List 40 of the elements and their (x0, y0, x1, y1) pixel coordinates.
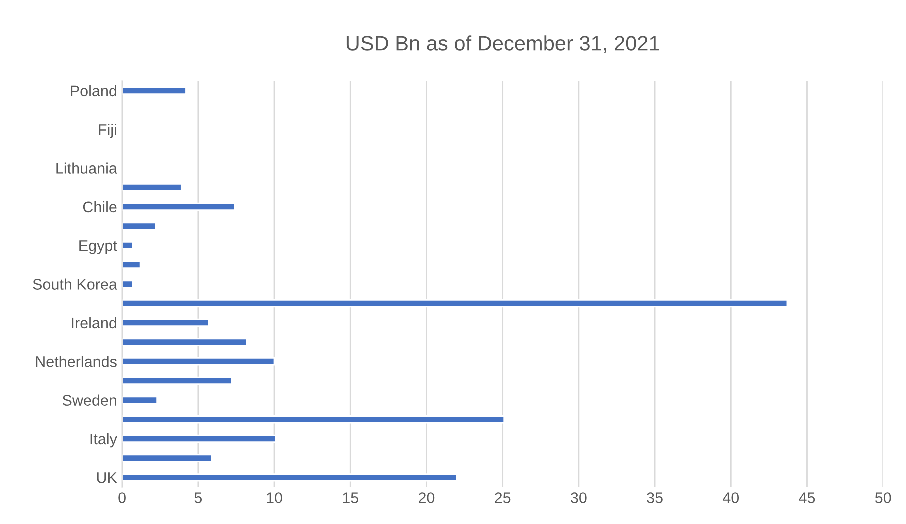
y-tick-label: Netherlands (36, 356, 117, 368)
y-tick-label: Chile (83, 201, 117, 213)
chart-title: USD Bn as of December 31, 2021 (346, 36, 660, 54)
y-tick-label: Lithuania (56, 162, 118, 174)
y-tick-label: Ireland (72, 317, 116, 329)
x-tick-label: 45 (799, 492, 816, 504)
y-tick-label: Fiji (99, 124, 116, 138)
y-tick-label: Egypt (80, 240, 118, 254)
bar (122, 416, 506, 424)
bar (122, 358, 276, 366)
x-tick-label: 35 (647, 492, 663, 504)
x-tick-label: 5 (194, 492, 202, 504)
bar (122, 376, 233, 386)
bar (122, 454, 213, 462)
y-tick-label: Sweden (62, 394, 116, 406)
x-tick-label: 10 (267, 492, 282, 504)
bar (122, 396, 158, 404)
x-tick-label: 40 (722, 492, 740, 504)
bar (122, 242, 134, 250)
bar (122, 318, 210, 328)
bar (122, 184, 182, 192)
bar (122, 474, 458, 482)
x-tick-label: 0 (118, 492, 126, 504)
bar (122, 260, 142, 270)
y-tick-label: South Korea (33, 278, 118, 290)
bar (122, 338, 248, 346)
y-tick-label: UK (97, 472, 118, 484)
x-tick-label: 30 (571, 492, 587, 504)
bar (122, 434, 277, 444)
y-tick-label: Italy (90, 433, 118, 448)
bar (122, 222, 156, 230)
bar (122, 300, 788, 308)
y-tick-label: Poland (71, 85, 116, 97)
bar (122, 280, 134, 288)
bar (122, 86, 187, 95)
x-tick-label: 15 (343, 492, 358, 504)
x-tick-label: 20 (419, 492, 435, 504)
bar (122, 202, 236, 211)
x-tick-label: 25 (495, 492, 511, 504)
x-tick-label: 50 (875, 492, 892, 504)
